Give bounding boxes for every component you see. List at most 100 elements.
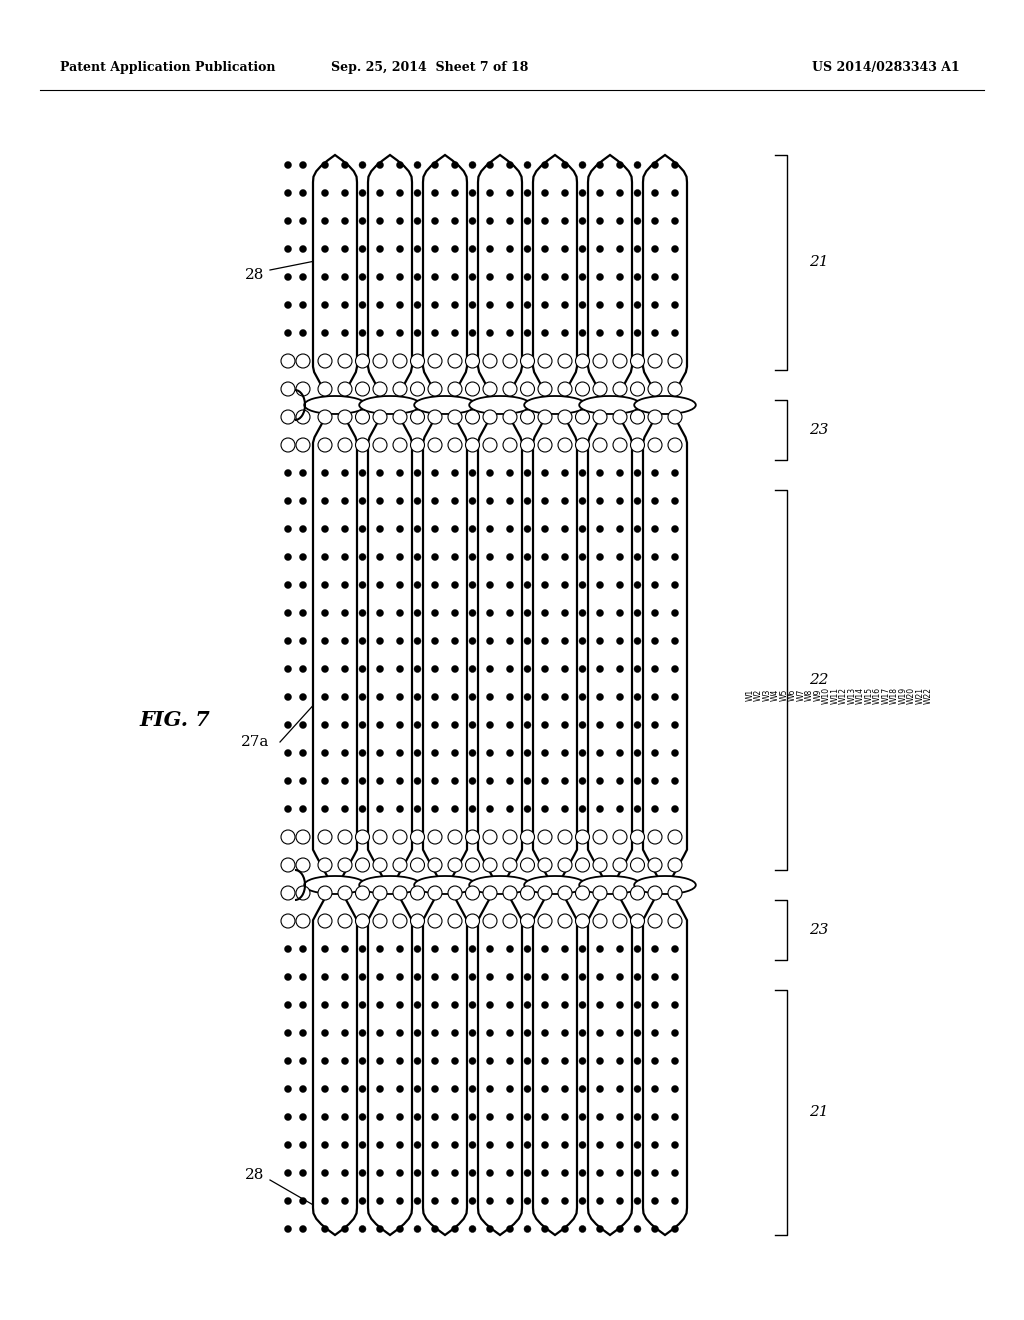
Circle shape — [597, 665, 603, 672]
Circle shape — [616, 273, 624, 281]
Circle shape — [393, 830, 407, 843]
Circle shape — [299, 945, 306, 953]
Circle shape — [561, 1170, 568, 1176]
Circle shape — [285, 1114, 292, 1121]
Circle shape — [396, 1197, 403, 1204]
Circle shape — [672, 974, 679, 981]
Circle shape — [341, 1142, 348, 1148]
Ellipse shape — [359, 396, 421, 414]
Circle shape — [486, 722, 494, 729]
Circle shape — [507, 553, 513, 561]
Circle shape — [579, 805, 586, 813]
Circle shape — [486, 974, 494, 981]
Circle shape — [486, 553, 494, 561]
Circle shape — [672, 161, 679, 169]
Circle shape — [486, 805, 494, 813]
Circle shape — [575, 381, 590, 396]
Circle shape — [452, 470, 459, 477]
Circle shape — [668, 913, 682, 928]
Circle shape — [359, 525, 366, 532]
Circle shape — [341, 750, 348, 756]
Circle shape — [672, 1197, 679, 1204]
Circle shape — [597, 582, 603, 589]
Circle shape — [616, 1225, 624, 1233]
Circle shape — [616, 1057, 624, 1064]
Circle shape — [414, 1114, 421, 1121]
Circle shape — [524, 1197, 531, 1204]
Circle shape — [414, 945, 421, 953]
Circle shape — [299, 1114, 306, 1121]
Circle shape — [377, 525, 384, 532]
Circle shape — [616, 161, 624, 169]
Circle shape — [542, 470, 549, 477]
Circle shape — [338, 438, 352, 451]
Circle shape — [634, 330, 641, 337]
Circle shape — [428, 886, 442, 900]
Circle shape — [449, 354, 462, 368]
Circle shape — [507, 805, 513, 813]
Circle shape — [634, 693, 641, 701]
Circle shape — [414, 722, 421, 729]
Circle shape — [285, 470, 292, 477]
Circle shape — [486, 161, 494, 169]
Circle shape — [296, 858, 310, 873]
Circle shape — [648, 411, 662, 424]
Circle shape — [396, 582, 403, 589]
Circle shape — [431, 301, 438, 309]
Text: 28: 28 — [246, 268, 264, 282]
Circle shape — [579, 1085, 586, 1093]
Circle shape — [634, 525, 641, 532]
Circle shape — [338, 381, 352, 396]
Circle shape — [672, 750, 679, 756]
Circle shape — [538, 381, 552, 396]
Circle shape — [561, 273, 568, 281]
Circle shape — [396, 1030, 403, 1036]
Circle shape — [524, 974, 531, 981]
Circle shape — [651, 974, 658, 981]
Circle shape — [338, 411, 352, 424]
Circle shape — [393, 858, 407, 873]
Circle shape — [507, 722, 513, 729]
Polygon shape — [588, 154, 632, 1236]
Circle shape — [449, 858, 462, 873]
Text: W10: W10 — [822, 686, 831, 704]
Circle shape — [597, 1002, 603, 1008]
Circle shape — [318, 411, 332, 424]
Circle shape — [634, 1197, 641, 1204]
Circle shape — [616, 498, 624, 504]
Circle shape — [672, 1002, 679, 1008]
Circle shape — [558, 438, 572, 451]
Circle shape — [414, 553, 421, 561]
Circle shape — [593, 411, 607, 424]
Text: W22: W22 — [924, 686, 933, 704]
Circle shape — [561, 582, 568, 589]
Circle shape — [285, 945, 292, 953]
Circle shape — [431, 750, 438, 756]
Circle shape — [377, 161, 384, 169]
Text: W2: W2 — [754, 689, 763, 701]
Circle shape — [558, 354, 572, 368]
Circle shape — [616, 693, 624, 701]
Circle shape — [651, 750, 658, 756]
Circle shape — [299, 1142, 306, 1148]
Circle shape — [414, 498, 421, 504]
Ellipse shape — [469, 396, 530, 414]
Circle shape — [452, 777, 459, 784]
Circle shape — [469, 777, 476, 784]
Circle shape — [486, 330, 494, 337]
Circle shape — [579, 582, 586, 589]
Circle shape — [414, 1197, 421, 1204]
Circle shape — [507, 1057, 513, 1064]
Circle shape — [486, 1002, 494, 1008]
Circle shape — [359, 1057, 366, 1064]
Circle shape — [579, 638, 586, 644]
Circle shape — [613, 438, 627, 451]
Circle shape — [672, 470, 679, 477]
Circle shape — [648, 438, 662, 451]
Circle shape — [672, 777, 679, 784]
Circle shape — [299, 750, 306, 756]
Circle shape — [483, 830, 497, 843]
Circle shape — [414, 665, 421, 672]
Circle shape — [561, 301, 568, 309]
Circle shape — [542, 750, 549, 756]
